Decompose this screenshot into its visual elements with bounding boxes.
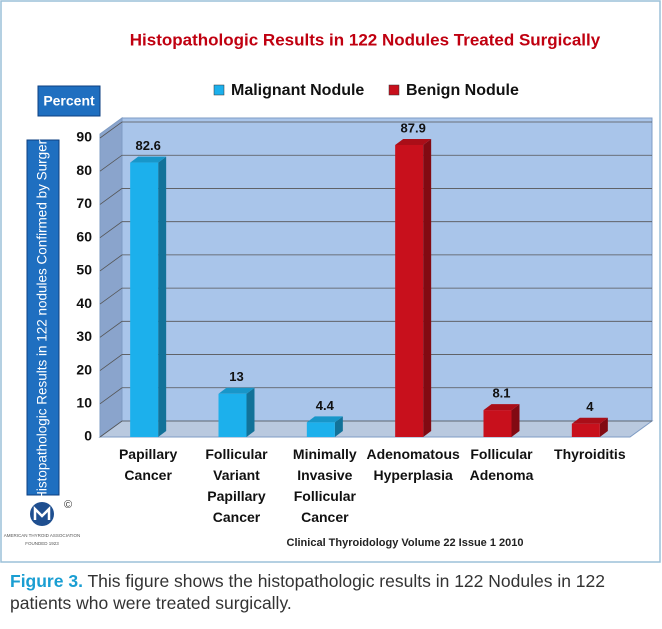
bar-top [483,404,520,411]
bar-top [218,387,255,394]
y-tick-label: 30 [76,328,92,344]
unit-box [37,85,101,117]
x-tick-label: Thyroiditis [554,446,626,462]
bar-side [511,404,520,437]
grid-line [99,354,652,371]
x-tick-label: Minimally Invasive Follicular Cancer [292,446,357,525]
bar-top [130,156,167,163]
bar-top [395,138,432,145]
x-tick-label: Follicular Variant Papillary Cancer [205,446,268,525]
grid-line [99,121,652,139]
bar-top [571,417,608,424]
x-tick-label: Follicular Adenoma [469,446,534,483]
grid-line [99,188,652,205]
caption-label: Figure 3. [10,571,83,591]
grid-line [99,254,652,272]
y-tick-label: 0 [84,428,92,444]
bar [130,162,159,437]
logo-mark [33,505,51,520]
y-axis-box [26,139,60,496]
logo-copyright: © [64,499,72,511]
grid-line [99,221,652,238]
data-label: 4.4 [316,398,335,413]
grid-line [99,287,652,305]
bar-side [334,416,343,437]
chart-title: Histopathologic Results in 122 Nodules T… [130,30,601,49]
bar [218,393,247,437]
caption: Figure 3. This figure shows the histopat… [10,570,655,614]
x-tick-label: Papillary Cancer [118,446,178,483]
logo-icon [30,502,54,526]
y-axis-label: Histopathologic Results in 122 nodules C… [35,133,50,501]
bar [571,423,600,437]
side-wall [99,117,123,438]
bar [306,422,335,437]
source: Clinical Thyroidology Volume 22 Issue 1 … [287,537,524,549]
unit-label: Percent [43,93,95,109]
bar-top [306,416,343,423]
y-tick-label: 20 [76,361,92,377]
legend-label: Malignant Nodule [231,82,364,99]
bar-side [246,387,255,437]
floor [98,420,654,438]
bar-side [599,417,608,437]
logo-text: FOUNDED 1923 [25,541,59,546]
bar-side [423,138,432,437]
data-label: 87.9 [401,120,426,135]
data-label: 82.6 [136,138,161,153]
y-tick-label: 90 [76,129,92,145]
legend-label: Benign Nodule [406,82,519,99]
y-tick-label: 40 [76,295,92,311]
data-label: 4 [586,399,594,414]
x-tick-label: Adenomatous Hyperplasia [366,446,460,483]
data-label: 8.1 [492,386,510,401]
back-wall [121,117,653,422]
bar-side [158,156,167,437]
y-tick-label: 60 [76,228,92,244]
grid-line [99,154,652,172]
bar [395,144,424,437]
frame [0,0,661,563]
grid-line [99,420,652,438]
grid-line [99,387,652,405]
data-label: 13 [229,369,243,384]
y-tick-label: 50 [76,262,92,278]
y-tick-label: 70 [76,195,92,211]
y-tick-label: 80 [76,162,92,178]
bar [483,410,512,437]
y-tick-label: 10 [76,394,92,410]
legend-swatch [388,84,400,96]
caption-text: This figure shows the histopathologic re… [10,571,606,613]
grid-line [99,320,652,338]
logo-text: AMERICAN THYROID ASSOCIATION [4,533,81,538]
legend-swatch [213,84,225,96]
